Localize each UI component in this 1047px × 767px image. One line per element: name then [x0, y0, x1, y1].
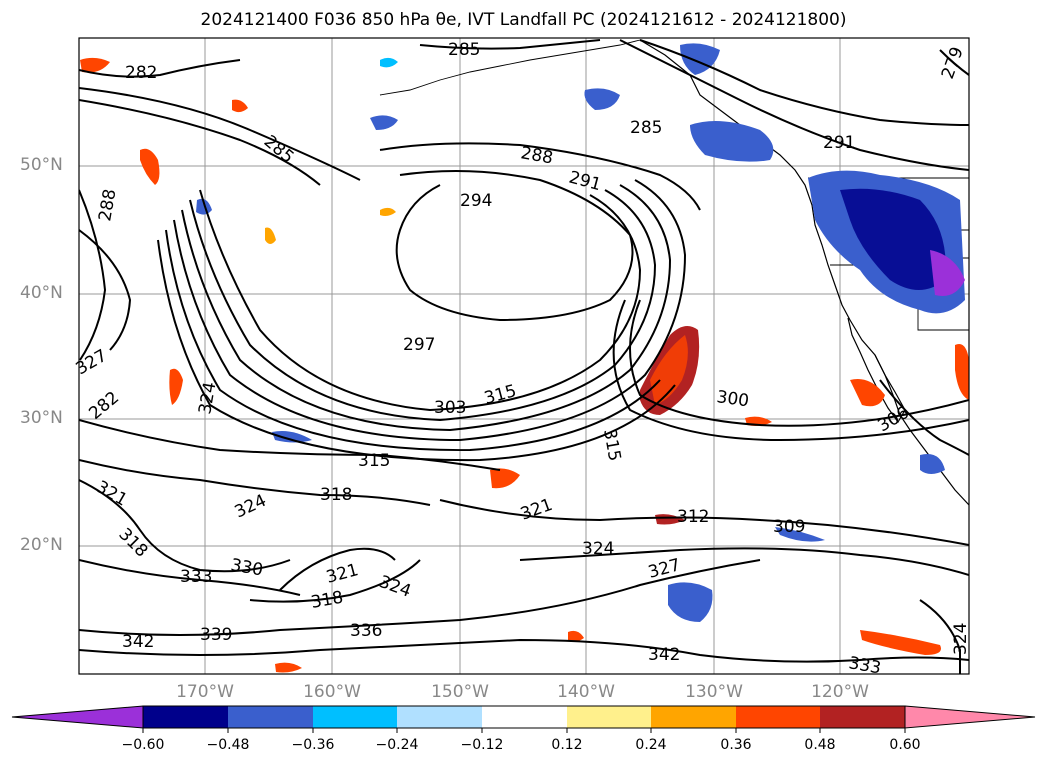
alaska-coast [379, 39, 641, 96]
ivt-shading-positive [80, 57, 969, 673]
contour-label: 333 [847, 653, 882, 678]
colorbar-extend-right [904, 705, 1036, 729]
contour-label: 324 [582, 539, 614, 559]
lat-label: 40°N [20, 283, 63, 303]
contour-label: 312 [677, 507, 709, 527]
contour-label: 282 [125, 63, 157, 83]
lon-label: 160°W [303, 682, 361, 702]
lat-label: 20°N [20, 535, 63, 555]
colorbar-swatch [567, 706, 651, 728]
colorbar-swatch [651, 706, 736, 728]
contour-label: 294 [460, 191, 492, 211]
lon-label: 150°W [431, 682, 489, 702]
map-frame [79, 38, 969, 674]
baja-coast [847, 317, 906, 424]
contour-label: 315 [358, 451, 390, 471]
colorbar-swatch [397, 706, 482, 728]
coastline [639, 39, 969, 506]
colorbar-swatch [228, 706, 313, 728]
contour-label: 291 [823, 133, 855, 153]
contour-label: 309 [773, 517, 805, 537]
lon-label: 170°W [176, 682, 234, 702]
colorbar-tick-label: −0.48 [206, 737, 250, 753]
lat-label: 50°N [20, 155, 63, 175]
contour-label: 342 [122, 632, 154, 652]
contour-label: 336 [350, 621, 382, 641]
contour-label: 342 [648, 645, 680, 665]
contour-label: 300 [715, 387, 750, 411]
contour-label: 285 [448, 40, 480, 60]
colorbar-swatch [482, 706, 567, 728]
colorbar-outline [142, 705, 906, 729]
colorbar-tick-label: −0.12 [460, 737, 504, 753]
colorbar-tick-label: 0.24 [635, 737, 667, 753]
colorbar-tick-label: 0.48 [804, 737, 836, 753]
colorbar-tick-label: 0.36 [720, 737, 752, 753]
colorbar-tick-label: −0.24 [375, 737, 419, 753]
colorbar-tick-label: 0.60 [889, 737, 921, 753]
contour-label: 303 [434, 398, 466, 418]
contour-label: 324 [951, 623, 971, 655]
colorbar-tick-label: 0.12 [551, 737, 583, 753]
colorbar-swatch [143, 706, 228, 728]
theta-e-contours [79, 39, 969, 674]
colorbar-swatch [820, 706, 905, 728]
colorbar-swatch [736, 706, 820, 728]
lon-label: 120°W [811, 682, 869, 702]
colorbar-extend-left [11, 705, 144, 729]
ivt-shading-negative [196, 43, 965, 622]
colorbar-swatch [313, 706, 397, 728]
colorbar [11, 705, 1036, 733]
contour-label: 318 [320, 485, 352, 505]
colorbar-tick-label: −0.36 [291, 737, 335, 753]
map-title: 2024121400 F036 850 hPa θe, IVT Landfall… [200, 10, 847, 30]
map-border [78, 37, 970, 675]
lat-label: 30°N [20, 408, 63, 428]
colorbar-tick-label: −0.60 [121, 737, 165, 753]
lon-label: 140°W [557, 682, 615, 702]
contour-label: 339 [200, 625, 232, 645]
contour-label: 333 [180, 567, 212, 587]
lon-label: 130°W [685, 682, 743, 702]
contour-label: 285 [630, 118, 662, 138]
contour-label: 297 [403, 335, 435, 355]
